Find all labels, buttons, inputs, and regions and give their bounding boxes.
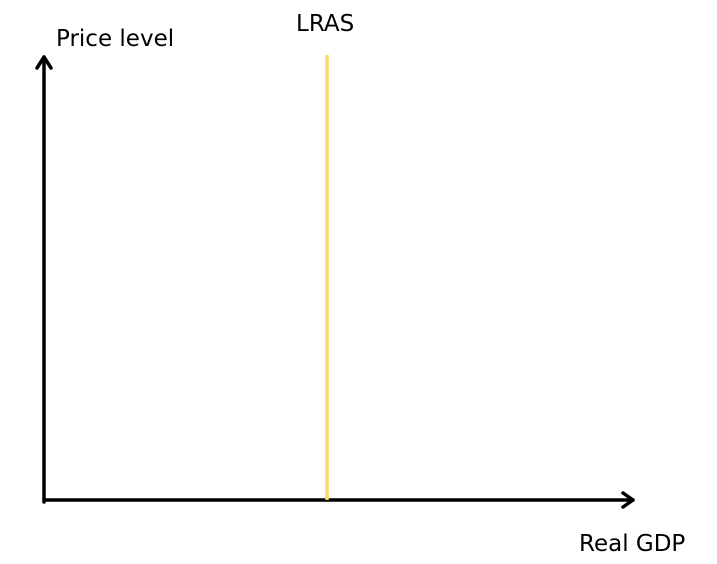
lras-label: LRAS — [296, 11, 354, 37]
y-axis-label: Price level — [56, 26, 174, 52]
y-axis — [35, 55, 53, 504]
x-axis-arrowhead — [621, 491, 635, 509]
x-axis — [42, 491, 635, 509]
x-axis-label: Real GDP — [579, 531, 685, 557]
y-axis-arrowhead — [35, 55, 53, 70]
